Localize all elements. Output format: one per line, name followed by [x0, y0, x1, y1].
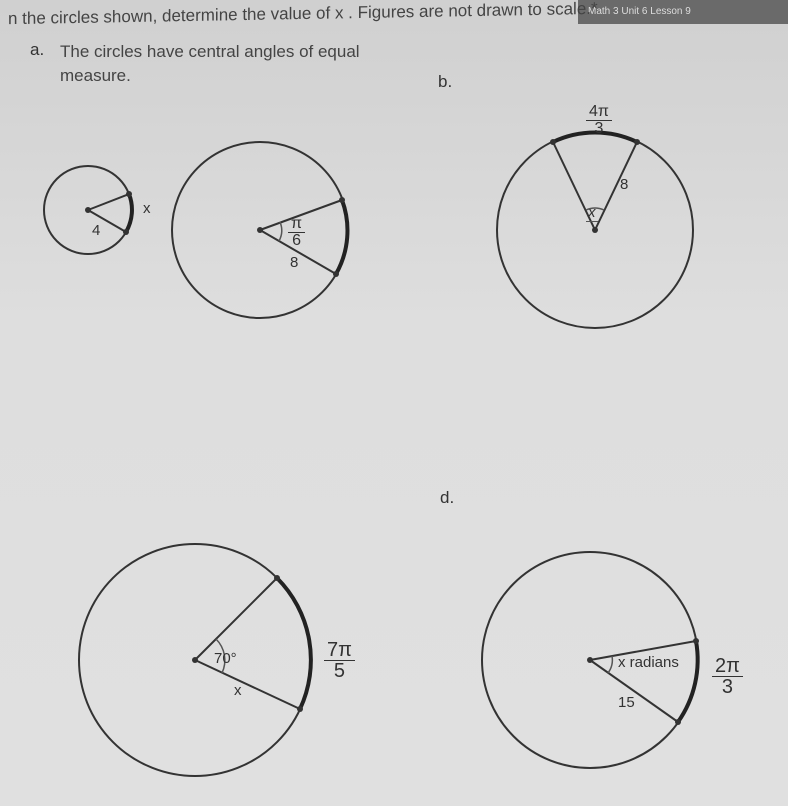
circle-c: [75, 540, 315, 780]
a-small-radius: 4: [92, 222, 100, 239]
label-d: d.: [440, 488, 454, 508]
text-a: The circles have central angles of equal…: [60, 40, 420, 88]
a-big-angle: π6: [288, 216, 305, 249]
b-angle: x: [586, 204, 598, 222]
frac-den: 3: [592, 121, 607, 137]
d-radius: 15: [618, 694, 635, 711]
header-tag: Math 3 Unit 6 Lesson 9: [578, 0, 788, 24]
worksheet-page: Math 3 Unit 6 Lesson 9 n the circles sho…: [0, 0, 788, 806]
a-big-radius: 8: [290, 254, 298, 271]
b-arc-frac: 4π3: [586, 104, 612, 137]
label-b: b.: [438, 72, 452, 92]
circle-a-big: [168, 138, 352, 322]
frac-den: 3: [719, 677, 736, 697]
frac-den: 6: [289, 233, 304, 249]
instruction-text: n the circles shown, determine the value…: [8, 0, 598, 29]
circle-b: [493, 128, 697, 332]
frac-num: 7π: [324, 640, 355, 661]
frac-den: 5: [331, 661, 348, 681]
circle-a-small: [42, 164, 134, 256]
c-angle: 70°: [214, 650, 237, 667]
b-radius: 8: [620, 176, 628, 193]
frac-num: 4π: [586, 104, 612, 121]
d-angle: x radians: [618, 654, 679, 671]
d-arc-frac: 2π3: [712, 656, 743, 697]
c-arc-frac: 7π5: [324, 640, 355, 681]
c-radius: x: [234, 682, 242, 699]
label-a: a.: [30, 40, 44, 60]
a-small-arc: x: [143, 200, 151, 217]
frac-num: π: [288, 216, 305, 233]
frac-num: 2π: [712, 656, 743, 677]
